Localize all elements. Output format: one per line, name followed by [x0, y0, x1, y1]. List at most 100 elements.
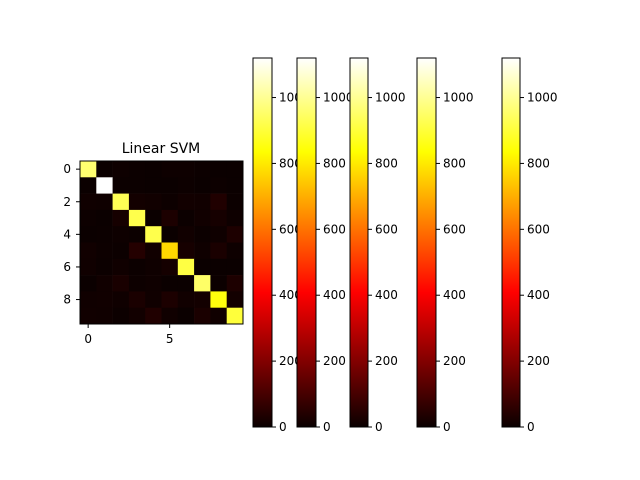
heatmap-cell-4-6 [177, 226, 195, 243]
heatmap-cell-4-7 [194, 226, 211, 243]
colorbar-frame [349, 57, 369, 428]
heatmap-cell-8-4 [145, 291, 162, 308]
heatmap-cell-6-9 [226, 258, 244, 276]
heatmap-cell-2-0 [80, 193, 97, 211]
heatmap-cell-2-1 [96, 193, 113, 211]
heatmap-cell-4-5 [161, 226, 179, 243]
chart-title: Linear SVM [122, 141, 201, 157]
heatmap-cell-0-0 [80, 161, 97, 178]
heatmap-cell-2-4 [145, 193, 162, 211]
colorbar-tick-label: 400 [527, 288, 550, 302]
y-tick-label: 0 [63, 162, 71, 176]
colorbar-frame [252, 57, 273, 428]
heatmap-cell-6-5 [161, 258, 179, 276]
colorbar-tick-label: 600 [527, 222, 550, 236]
colorbar-tick-label: 800 [279, 156, 302, 170]
heatmap-cell-9-1 [96, 307, 113, 325]
heatmap-cell-5-0 [80, 242, 97, 260]
heatmap-cell-5-7 [194, 242, 211, 260]
heatmap-cell-7-4 [145, 275, 162, 292]
heatmap-cell-9-9 [226, 307, 244, 325]
heatmap-cell-9-2 [112, 307, 130, 325]
heatmap-cell-1-3 [128, 177, 146, 194]
heatmap-cell-4-1 [96, 226, 113, 243]
heatmap-axes: 0 5 0 2 4 6 8 [63, 160, 244, 346]
heatmap-cell-4-8 [210, 226, 227, 243]
colorbar-tick-label: 1000 [527, 91, 558, 105]
heatmap-cell-5-5 [161, 242, 179, 260]
heatmap-grid [80, 161, 244, 325]
heatmap-cell-0-3 [128, 161, 146, 178]
heatmap-cell-0-9 [226, 161, 244, 178]
heatmap-cell-0-5 [161, 161, 179, 178]
heatmap-cell-2-3 [128, 193, 146, 211]
heatmap-cell-3-0 [80, 209, 97, 227]
heatmap-cell-9-7 [194, 307, 211, 325]
heatmap-cell-8-1 [96, 291, 113, 308]
heatmap-cell-5-8 [210, 242, 227, 260]
heatmap-cell-7-3 [128, 275, 146, 292]
heatmap-cell-3-3 [128, 209, 146, 227]
heatmap-cell-8-2 [112, 291, 130, 308]
heatmap-frame [79, 160, 244, 325]
heatmap-cell-4-0 [80, 226, 97, 243]
colorbar-tick-label: 0 [279, 420, 287, 434]
heatmap-cell-0-4 [145, 161, 162, 178]
heatmap-cell-6-7 [194, 258, 211, 276]
heatmap-cell-9-5 [161, 307, 179, 325]
heatmap-cell-3-4 [145, 209, 162, 227]
colorbar-tick-label: 600 [375, 222, 398, 236]
heatmap-cell-5-6 [177, 242, 195, 260]
heatmap-cell-6-4 [145, 258, 162, 276]
colorbar-tick-label: 1000 [323, 91, 354, 105]
heatmap-cell-6-0 [80, 258, 97, 276]
colorbar-frame [296, 57, 317, 428]
colorbar-tick-label: 600 [443, 222, 466, 236]
colorbar-gradient [350, 58, 368, 427]
colorbar-tick-label: 200 [443, 354, 466, 368]
heatmap-cell-3-9 [226, 209, 244, 227]
heatmap-cell-8-5 [161, 291, 179, 308]
heatmap-cell-3-6 [177, 209, 195, 227]
heatmap-cell-5-3 [128, 242, 146, 260]
colorbar-tick-label: 600 [323, 222, 346, 236]
heatmap-cell-6-1 [96, 258, 113, 276]
heatmap-cell-7-0 [80, 275, 97, 292]
colorbar-tick-label: 0 [323, 420, 331, 434]
heatmap-cell-7-2 [112, 275, 130, 292]
heatmap-cell-3-7 [194, 209, 211, 227]
heatmap-cell-9-8 [210, 307, 227, 325]
heatmap-cell-3-2 [112, 209, 130, 227]
heatmap-cell-5-2 [112, 242, 130, 260]
heatmap-cell-5-1 [96, 242, 113, 260]
heatmap-cell-1-6 [177, 177, 195, 194]
heatmap-cell-3-5 [161, 209, 179, 227]
heatmap-cell-9-6 [177, 307, 195, 325]
colorbar-tick-label: 1000 [443, 91, 474, 105]
colorbar-tick-label: 1000 [375, 91, 406, 105]
colorbar-tick-label: 400 [323, 288, 346, 302]
colorbar-tick-label: 200 [375, 354, 398, 368]
heatmap-cell-7-6 [177, 275, 195, 292]
heatmap-cell-7-9 [226, 275, 244, 292]
colorbar-2: 0 200 400 600 800 1000 [296, 57, 354, 434]
heatmap-cell-4-4 [145, 226, 162, 243]
colorbar-gradient [502, 58, 520, 427]
colorbar-tick-label: 600 [279, 222, 302, 236]
colorbar-4: 0 200 400 600 800 1000 [416, 57, 474, 434]
heatmap-cell-1-7 [194, 177, 211, 194]
colorbar-frame [501, 57, 521, 428]
y-tick-label: 4 [63, 227, 71, 241]
heatmap-cell-3-1 [96, 209, 113, 227]
heatmap-cell-6-2 [112, 258, 130, 276]
heatmap-cell-8-0 [80, 291, 97, 308]
heatmap-cell-1-1 [96, 177, 113, 194]
heatmap-cell-0-1 [96, 161, 113, 178]
heatmap-cell-6-6 [177, 258, 195, 276]
heatmap-cell-8-3 [128, 291, 146, 308]
colorbar-gradient [417, 58, 436, 427]
heatmap-cell-0-8 [210, 161, 227, 178]
colorbar-gradient [253, 58, 272, 427]
heatmap-cell-4-9 [226, 226, 244, 243]
